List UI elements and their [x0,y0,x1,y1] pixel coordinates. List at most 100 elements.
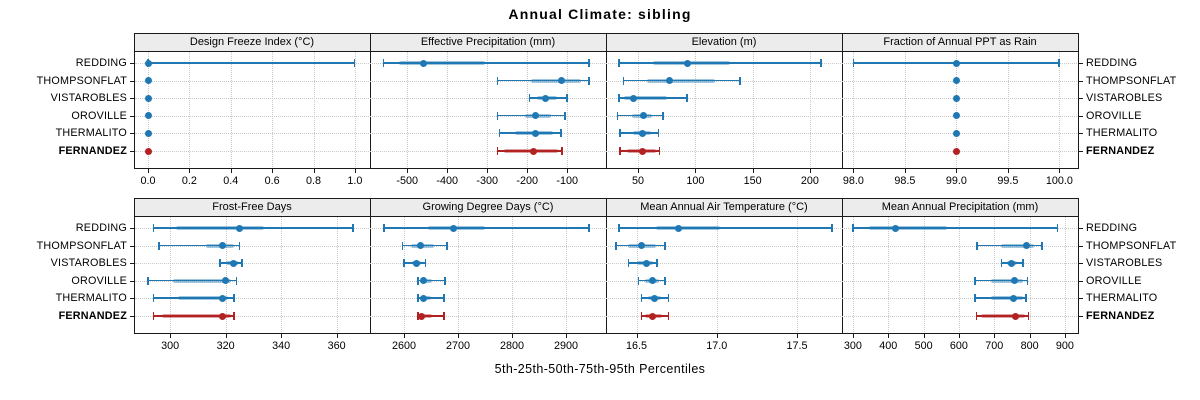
grid-vline [170,217,172,332]
whisker-cap [618,224,620,232]
median-dot [557,77,565,85]
axis-tick [272,169,274,173]
station-label-left: REDDING [75,57,127,69]
panel-border [842,33,843,169]
axis-tick [354,169,356,173]
median-dot [891,224,899,232]
whisker-cap [498,129,501,138]
axis-tick [958,334,960,338]
axis-tick [148,169,150,173]
grid-vline [230,52,232,167]
whisker-cap [152,312,155,320]
whisker-cap [640,312,643,320]
whisker-line [974,297,1027,299]
median-dot [952,129,960,137]
panel-border [134,33,135,169]
axis-tick-label: -200 [516,175,538,187]
whisker-cap [588,76,590,85]
whisker-line [497,114,566,117]
whisker-cap [528,94,531,103]
axis-tick [1079,263,1083,265]
axis-tick-label: 98.5 [894,175,916,187]
whisker-cap [975,312,978,320]
panel-border [606,33,607,169]
median-dot [1010,277,1018,285]
axis-tick [1079,98,1083,100]
grid-vline [923,217,925,332]
median-dot [640,112,648,120]
axis-tick-label: 100 [686,175,705,187]
panel-border [370,33,371,169]
axis-tick [1059,169,1061,173]
whisker-cap [417,294,420,303]
panel-border [606,198,607,334]
axis-tick-label: 2700 [446,340,471,352]
station-label-right: REDDING [1086,57,1138,69]
station-label-right: THERMALITO [1086,292,1158,305]
axis-tick [130,63,134,64]
median-dot [419,59,427,67]
axis-tick [1064,334,1066,338]
axis-tick-label: -400 [436,175,458,187]
station-label-left: VISTAROBLES [50,257,127,270]
whisker-cap [739,76,741,85]
station-label-left: THOMPSONFLAT [36,74,127,87]
panel-strip-title: Elevation (m) [691,36,757,48]
median-dot [674,224,682,232]
whisker-cap [662,111,664,120]
axis-tick-label: 17.5 [786,340,808,352]
whisker-cap [444,276,446,285]
station-label-left: THERMALITO [55,292,127,305]
station-label-left: OROVILLE [71,274,127,287]
whisker-cap [1026,276,1029,285]
grid-vline [1059,52,1061,167]
axis-tick-label: 98.0 [842,175,864,187]
whisker-cap [352,224,354,232]
axis-tick-label: 800 [1020,340,1039,352]
whisker-cap [852,224,854,232]
median-dot [1010,294,1018,302]
axis-tick [130,80,134,82]
median-dot [144,147,152,155]
axis-tick [636,334,638,338]
median-dot [1022,242,1030,250]
whisker-cap [442,312,445,320]
grid-vline [336,217,338,332]
axis-tick [1079,63,1083,64]
median-dot [649,277,657,285]
grid-vline [313,52,315,167]
median-dot [665,77,673,85]
whisker-line [418,279,446,282]
grid-hline [135,98,1077,100]
axis-tick [130,115,134,117]
axis-tick [994,334,996,338]
whisker-cap [974,294,976,303]
median-dot [219,294,227,302]
grid-vline [958,217,960,332]
station-label-right: VISTAROBLES [1086,92,1163,105]
whisker-cap [564,111,566,120]
whisker-line [153,227,354,229]
grid-vline [1007,52,1009,167]
axis-tick [1079,80,1083,82]
whisker-cap [627,259,630,268]
whisker-cap [496,111,499,120]
axis-tick-label: 99.0 [945,175,967,187]
panel-border [134,198,135,334]
axis-tick [130,280,134,282]
axis-tick [189,169,191,173]
axis-tick-label: 0.2 [181,175,197,187]
station-label-left: FERNANDEZ [58,145,127,157]
station-label-right: THERMALITO [1086,127,1158,140]
whisker-line [974,279,1028,282]
grid-hline [135,80,1077,82]
axis-tick [1007,169,1009,173]
station-label-left: VISTAROBLES [50,92,127,105]
whisker-cap [147,276,149,285]
panel-strip-title: Mean Annual Precipitation (mm) [881,201,1039,213]
median-dot [639,129,647,137]
axis-tick [130,98,134,100]
whisker-line [497,79,590,82]
axis-tick [407,169,409,173]
